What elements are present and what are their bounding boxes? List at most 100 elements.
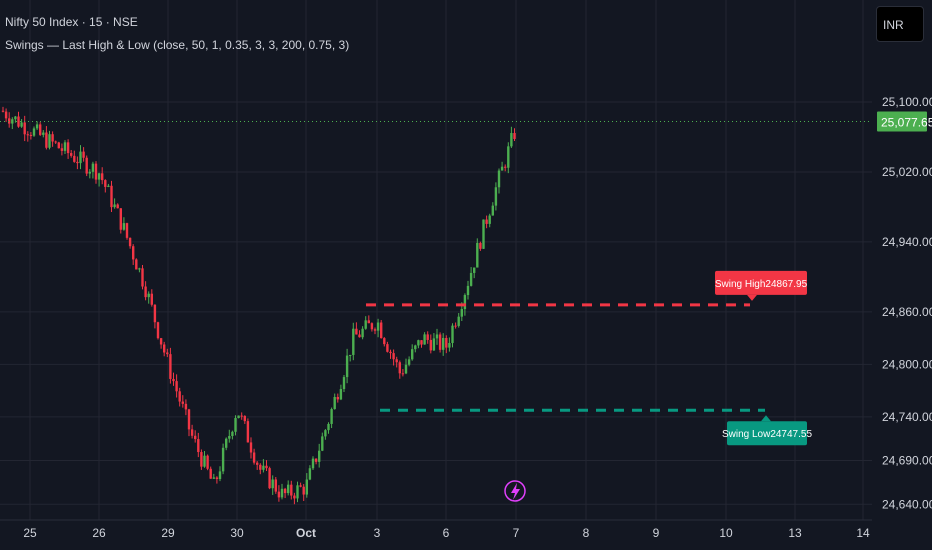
candle-body <box>280 488 284 498</box>
candle-body <box>466 285 470 296</box>
currency-button[interactable]: INR <box>876 6 924 42</box>
swing-high-label: Swing High24867.95 <box>715 279 808 290</box>
candle-body <box>460 309 463 317</box>
candle-body <box>32 128 36 136</box>
candle-body <box>94 163 98 180</box>
candle-body <box>39 124 42 135</box>
chart-grid <box>0 0 872 521</box>
lightning-icon-glyph <box>511 483 520 500</box>
candle-body <box>268 468 271 489</box>
candle-body <box>252 452 256 463</box>
candle-body <box>60 148 64 151</box>
candle-body <box>271 479 274 489</box>
candle-body <box>367 320 370 324</box>
candle-body <box>116 204 119 209</box>
candle-body <box>20 122 23 127</box>
candle-body <box>339 389 343 400</box>
candle-body <box>485 219 488 224</box>
candlestick-series <box>0 106 872 505</box>
candle-body <box>407 359 411 365</box>
candle-body <box>321 436 324 451</box>
candle-body <box>287 484 290 494</box>
candle-body <box>513 133 516 139</box>
candle-body <box>426 334 429 340</box>
lightning-icon <box>504 480 526 502</box>
candle-body <box>110 185 113 208</box>
time-axis[interactable]: 25 26 29 30 Oct 3 6 7 8 9 10 13 14 <box>23 526 870 540</box>
candle-body <box>85 157 88 174</box>
candle-body <box>482 219 485 249</box>
candle-body <box>66 142 70 154</box>
price-tick-label: 24,740.00 <box>882 410 932 424</box>
candle-body <box>194 435 197 440</box>
candle-body <box>404 364 408 374</box>
candle-body <box>14 116 17 120</box>
candle-body <box>97 173 101 180</box>
swing-low-badge-pointer <box>761 415 771 422</box>
symbol-legend[interactable]: Nifty 50 Index · 15 · NSE <box>5 15 138 29</box>
candle-body <box>454 325 457 327</box>
candle-body <box>144 286 147 298</box>
last-price-label: 25,077.65 <box>881 116 932 130</box>
candle-body <box>395 359 398 363</box>
candle-body <box>438 334 442 350</box>
candle-body <box>442 337 445 350</box>
candle-body <box>228 436 231 439</box>
candle-body <box>342 377 346 390</box>
candle-body <box>445 337 448 348</box>
candle-body <box>23 122 26 135</box>
time-tick-label: 30 <box>230 526 244 540</box>
candle-body <box>324 430 327 437</box>
candle-body <box>414 345 417 350</box>
candle-body <box>479 242 482 249</box>
candle-body <box>308 468 312 480</box>
candle-body <box>184 403 188 410</box>
candle-body <box>432 338 436 351</box>
candle-body <box>448 343 451 348</box>
candle-body <box>156 322 160 339</box>
candle-body <box>51 134 54 142</box>
candle-body <box>91 163 95 172</box>
candle-body <box>311 458 315 469</box>
candle-body <box>153 304 157 323</box>
candle-body <box>476 242 479 268</box>
candle-body <box>8 118 11 124</box>
candle-body <box>389 351 392 354</box>
candle-body <box>327 423 330 431</box>
time-tick-label: 25 <box>23 526 37 540</box>
candle-body <box>243 415 246 422</box>
price-tick-label: 24,690.00 <box>882 454 932 468</box>
candle-body <box>494 187 498 206</box>
swing-high-badge-pointer <box>747 294 757 301</box>
price-tick-label: 24,860.00 <box>882 305 932 319</box>
candle-body <box>101 173 104 181</box>
indicator-legend[interactable]: Swings — Last High & Low (close, 50, 1, … <box>5 38 350 52</box>
candle-body <box>507 146 510 168</box>
candle-body <box>57 142 60 149</box>
candle-body <box>249 442 253 453</box>
candle-body <box>497 170 501 188</box>
candle-body <box>206 455 209 469</box>
candle-body <box>163 344 166 353</box>
candle-body <box>190 429 194 436</box>
time-tick-label: 29 <box>161 526 175 540</box>
candle-body <box>296 485 299 499</box>
candle-body <box>166 352 169 355</box>
candle-body <box>225 438 228 448</box>
candle-body <box>259 464 262 470</box>
candle-body <box>42 132 45 135</box>
price-axis[interactable]: 25,100.00 25,020.00 24,940.00 24,860.00 24,8… <box>877 95 932 511</box>
swing-low-label: Swing Low24747.55 <box>722 429 813 440</box>
candle-body <box>138 268 141 270</box>
candle-body <box>128 237 132 247</box>
candle-body <box>423 334 426 345</box>
candle-body <box>215 477 219 479</box>
candle-body <box>435 334 439 339</box>
candle-body <box>187 409 191 430</box>
candle-body <box>352 328 355 355</box>
time-tick-label: 3 <box>374 526 381 540</box>
candle-body <box>383 338 386 345</box>
time-tick-label: 9 <box>653 526 660 540</box>
candle-body <box>262 465 265 470</box>
